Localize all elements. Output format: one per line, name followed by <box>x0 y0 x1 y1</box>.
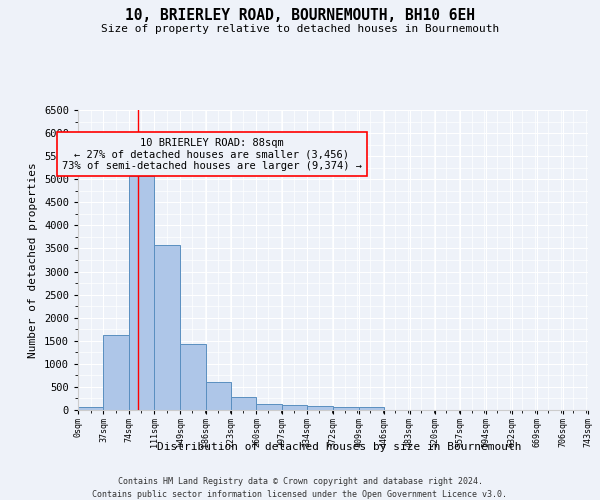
Bar <box>103 335 129 410</box>
Bar <box>206 382 231 410</box>
Bar <box>154 245 180 410</box>
Bar <box>78 406 103 410</box>
Text: 10, BRIERLEY ROAD, BOURNEMOUTH, BH10 6EH: 10, BRIERLEY ROAD, BOURNEMOUTH, BH10 6EH <box>125 8 475 22</box>
Text: Contains public sector information licensed under the Open Government Licence v3: Contains public sector information licen… <box>92 490 508 499</box>
Bar <box>231 396 256 410</box>
Bar <box>359 408 384 410</box>
Text: Size of property relative to detached houses in Bournemouth: Size of property relative to detached ho… <box>101 24 499 34</box>
Bar <box>129 176 154 410</box>
Bar <box>334 407 359 410</box>
Bar <box>180 344 206 410</box>
Text: Contains HM Land Registry data © Crown copyright and database right 2024.: Contains HM Land Registry data © Crown c… <box>118 478 482 486</box>
Y-axis label: Number of detached properties: Number of detached properties <box>28 162 38 358</box>
Bar <box>256 404 282 410</box>
Text: Distribution of detached houses by size in Bournemouth: Distribution of detached houses by size … <box>157 442 521 452</box>
Bar <box>307 406 334 410</box>
Text: 10 BRIERLEY ROAD: 88sqm
← 27% of detached houses are smaller (3,456)
73% of semi: 10 BRIERLEY ROAD: 88sqm ← 27% of detache… <box>62 138 362 171</box>
Bar <box>282 405 307 410</box>
